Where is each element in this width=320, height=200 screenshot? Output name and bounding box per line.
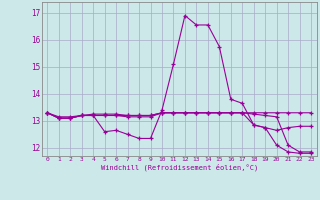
- X-axis label: Windchill (Refroidissement éolien,°C): Windchill (Refroidissement éolien,°C): [100, 164, 258, 171]
